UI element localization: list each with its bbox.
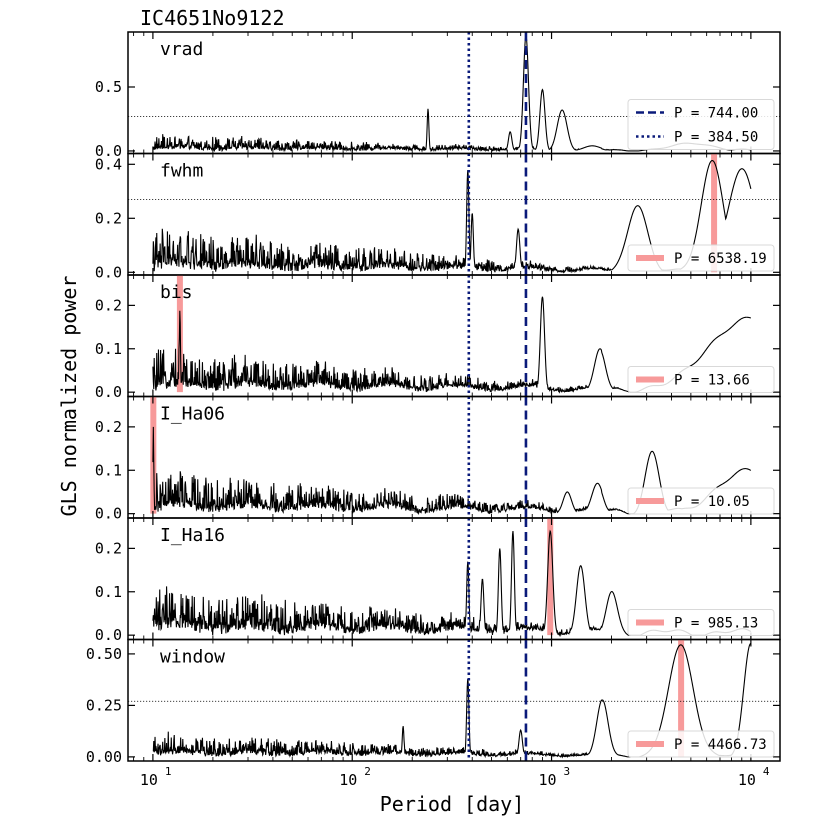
y-axis-label: GLS normalized power	[57, 276, 81, 517]
periodogram-curve	[152, 426, 752, 516]
y-tick-label: 0.0	[95, 383, 122, 401]
legend-box	[627, 487, 775, 515]
plot-layer: 0.0 0.5 vrad P = 744.00 P = 384.50 0.0 0.2 0.4 f…	[86, 31, 781, 789]
x-tick-label: 10 3	[539, 765, 571, 789]
legend: P = 985.13	[627, 609, 775, 636]
x-tick-label-base: 10	[339, 771, 357, 789]
x-tick-label: 10 4	[738, 765, 770, 789]
y-tick-label: 0.0	[95, 263, 122, 281]
legend-label: P = 4466.73	[674, 737, 767, 753]
legend-label: P = 13.66	[674, 373, 750, 389]
legend-box	[627, 99, 775, 150]
legend-label: P = 10.05	[674, 494, 750, 510]
legend-box	[627, 366, 775, 393]
y-tick-label: 0.1	[95, 461, 122, 479]
legend-label: P = 744.00	[674, 106, 758, 122]
x-tick-label-base: 10	[738, 771, 756, 789]
legend-label: P = 985.13	[674, 616, 758, 632]
legend: P = 10.05	[627, 487, 775, 515]
x-tick-label-exponent: 4	[763, 765, 770, 778]
y-tick-label: 0.2	[95, 539, 122, 557]
panel-plot-area	[128, 275, 780, 397]
figure-title: IC4651No9122	[140, 6, 285, 30]
panel-title: vrad	[160, 39, 203, 60]
x-axis-label: Period [day]	[380, 792, 525, 816]
y-tick-label: 0.1	[95, 583, 122, 601]
legend-label: P = 6538.19	[674, 251, 767, 267]
panel-i-ha16: 0.0 0.1 0.2 I_Ha16 P = 985.13	[95, 517, 781, 644]
panel-title: I_Ha06	[160, 404, 225, 425]
x-tick-label-exponent: 1	[165, 765, 172, 778]
panel-title: fwhm	[160, 161, 203, 182]
y-tick-label: 0.0	[95, 142, 122, 160]
legend: P = 6538.19	[627, 244, 775, 272]
x-tick-label: 10 2	[339, 765, 371, 789]
x-tick-label: 10 1	[140, 765, 172, 789]
panel-title: I_Ha16	[160, 525, 225, 546]
y-tick-label: 0.2	[95, 418, 122, 436]
y-tick-label: 0.25	[86, 696, 122, 714]
x-tick-label-exponent: 3	[564, 765, 571, 778]
legend-box	[627, 244, 775, 272]
legend: P = 744.00 P = 384.50	[627, 99, 775, 150]
panel-plot-area	[128, 396, 780, 518]
legend-box	[627, 730, 775, 758]
panel-bis: 0.0 0.1 0.2 bis P = 13.66	[95, 274, 781, 401]
y-tick-label: 0.5	[95, 78, 122, 96]
legend: P = 4466.73	[627, 730, 775, 758]
y-tick-label: 0.2	[95, 209, 122, 227]
panel-i-ha06: 0.0 0.1 0.2 I_Ha06 P = 10.05	[95, 395, 781, 523]
y-tick-label: 0.0	[95, 505, 122, 523]
legend-box	[627, 609, 775, 636]
panel-fwhm: 0.0 0.2 0.4 fwhm P = 6538.19	[95, 152, 781, 281]
y-tick-label: 0.50	[86, 645, 122, 663]
x-tick-label-base: 10	[140, 771, 158, 789]
y-tick-label: 0.00	[86, 748, 122, 766]
y-tick-label: 0.1	[95, 340, 122, 358]
x-tick-label-exponent: 2	[364, 765, 371, 778]
panel-title: window	[160, 647, 225, 668]
panel-frame	[127, 638, 781, 762]
x-tick-label-base: 10	[539, 771, 557, 789]
panel-window: 0.00 0.25 0.50 window P = 4466.73	[86, 638, 781, 766]
y-tick-label: 0.2	[95, 296, 122, 314]
legend-label: P = 384.50	[674, 130, 758, 146]
panel-title: bis	[160, 282, 193, 303]
legend: P = 13.66	[627, 366, 775, 393]
y-tick-label: 0.0	[95, 626, 122, 644]
y-tick-label: 0.4	[95, 155, 122, 173]
panel-vrad: 0.0 0.5 vrad P = 744.00 P = 384.50	[95, 31, 781, 160]
